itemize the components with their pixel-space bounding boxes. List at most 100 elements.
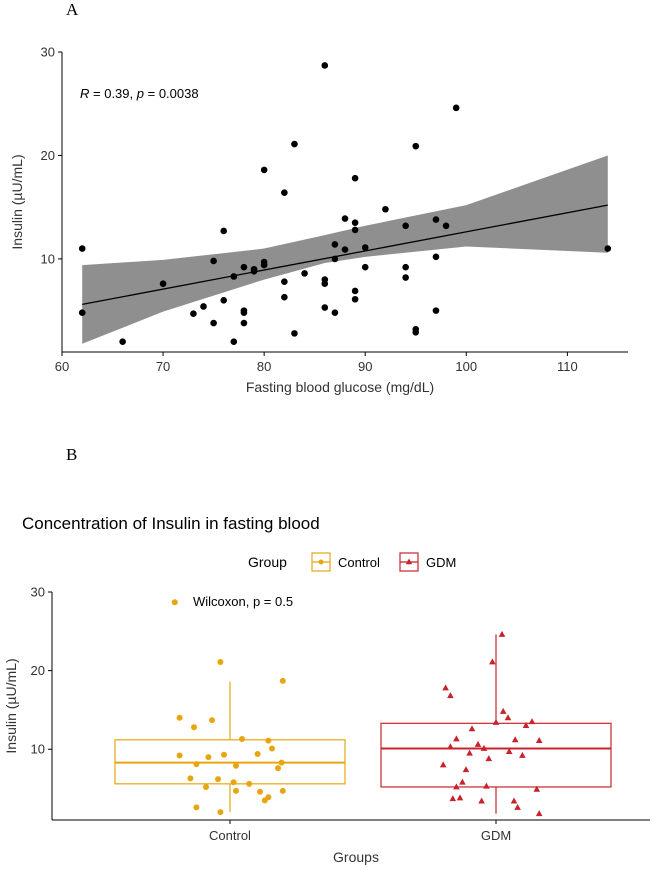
r-value: 0.39: [104, 86, 129, 101]
panel-a-label: A: [66, 0, 79, 19]
y-tick-label: 10: [31, 742, 45, 757]
data-point-control: [261, 797, 268, 804]
data-point: [230, 338, 238, 345]
data-point: [240, 263, 248, 271]
legend-item-gdm: GDM: [399, 552, 456, 572]
data-point-gdm: [449, 795, 457, 802]
data-point: [78, 245, 86, 252]
data-point-gdm: [468, 725, 476, 732]
data-point: [291, 140, 298, 148]
data-point-gdm: [485, 755, 493, 762]
chart-title: Concentration of Insulin in fasting bloo…: [22, 514, 320, 533]
data-point-control: [239, 736, 245, 743]
data-point-control: [176, 714, 183, 721]
data-point-gdm: [474, 740, 482, 747]
data-point: [240, 309, 248, 316]
data-point: [220, 296, 228, 304]
data-point-gdm: [453, 735, 460, 742]
data-point-gdm: [466, 749, 473, 756]
x-axis-title: Fasting blood glucose (mg/dL): [246, 379, 434, 395]
legend-label-gdm: GDM: [426, 555, 456, 570]
data-point: [351, 174, 359, 182]
data-point: [351, 219, 359, 226]
data-point-control: [171, 599, 178, 606]
data-point: [301, 270, 308, 277]
legend-title: Group: [248, 554, 287, 570]
data-point: [220, 227, 228, 235]
data-point: [331, 255, 339, 263]
data-point: [190, 310, 197, 318]
panel-b: B Concentration of Insulin in fasting bl…: [3, 445, 650, 865]
scatter-points: [78, 62, 612, 345]
data-point: [402, 274, 409, 281]
data-point: [442, 222, 450, 230]
data-point: [159, 280, 167, 288]
data-point-control: [279, 787, 286, 794]
legend-label-control: Control: [338, 555, 380, 570]
data-point: [432, 216, 440, 223]
data-point-gdm: [498, 630, 506, 637]
x-ticks: 60 70 80 90 100 110: [55, 352, 578, 374]
correlation-annotation: R = 0.39, p = 0.0038: [80, 86, 199, 101]
data-point-gdm: [511, 736, 519, 743]
data-point-gdm: [519, 751, 526, 758]
panel-a: A 60 70 80 90 100 110 10 20 30 Fasting blood gl…: [9, 0, 628, 395]
data-point: [200, 303, 207, 310]
x-axis-title: Groups: [333, 849, 379, 865]
data-point: [351, 287, 359, 295]
data-point-control: [205, 754, 212, 761]
data-point-gdm: [504, 714, 512, 721]
data-point: [382, 205, 389, 213]
box-gdm: [380, 722, 612, 788]
data-point-control: [193, 761, 200, 768]
data-point-control: [269, 745, 275, 752]
x-tick-label: 100: [455, 359, 477, 374]
data-point: [351, 295, 359, 303]
data-point-gdm: [535, 736, 543, 743]
panel-b-axes: [51, 592, 650, 821]
data-point-gdm: [514, 803, 521, 810]
data-point-control: [191, 724, 197, 731]
y-tick-label: 10: [41, 251, 55, 266]
x-tick-label: GDM: [481, 828, 511, 843]
data-point: [281, 189, 288, 196]
data-point: [250, 265, 258, 273]
legend: Group Control GDM: [248, 552, 456, 572]
panel-b-label: B: [66, 445, 77, 464]
data-point-gdm: [535, 810, 543, 817]
panel-a-axes: [61, 52, 628, 353]
data-point-control: [257, 788, 263, 795]
data-point-control: [233, 762, 239, 769]
data-point: [78, 309, 86, 316]
data-point-gdm: [480, 744, 488, 751]
data-point: [412, 142, 420, 150]
x-tick-label: Control: [209, 828, 251, 843]
data-point-gdm: [510, 797, 518, 804]
data-point: [412, 329, 420, 336]
data-point-control: [279, 677, 286, 684]
data-point-gdm: [528, 718, 536, 725]
data-point-control: [278, 759, 285, 766]
data-point-control: [187, 775, 194, 782]
data-point-gdm: [459, 778, 466, 785]
data-point-control: [221, 751, 227, 758]
data-point: [210, 319, 217, 327]
regression-line: [82, 204, 608, 306]
p-value: 0.0038: [159, 86, 199, 101]
data-point: [210, 257, 217, 265]
data-point: [402, 263, 409, 271]
y-tick-label: 30: [41, 45, 55, 60]
y-tick-label: 20: [41, 148, 55, 163]
y-axis-title: Insulin (µU/mL): [3, 658, 19, 753]
data-point-control: [217, 809, 224, 816]
legend-item-control: Control: [311, 552, 380, 572]
data-point: [402, 222, 409, 230]
data-point: [351, 226, 359, 234]
data-point-control: [275, 765, 281, 772]
data-point-control: [215, 776, 221, 783]
data-point: [341, 215, 349, 222]
data-point: [321, 304, 329, 311]
y-tick-label: 30: [31, 585, 45, 600]
x-tick-label: 70: [156, 359, 170, 374]
data-point-control: [246, 780, 253, 787]
